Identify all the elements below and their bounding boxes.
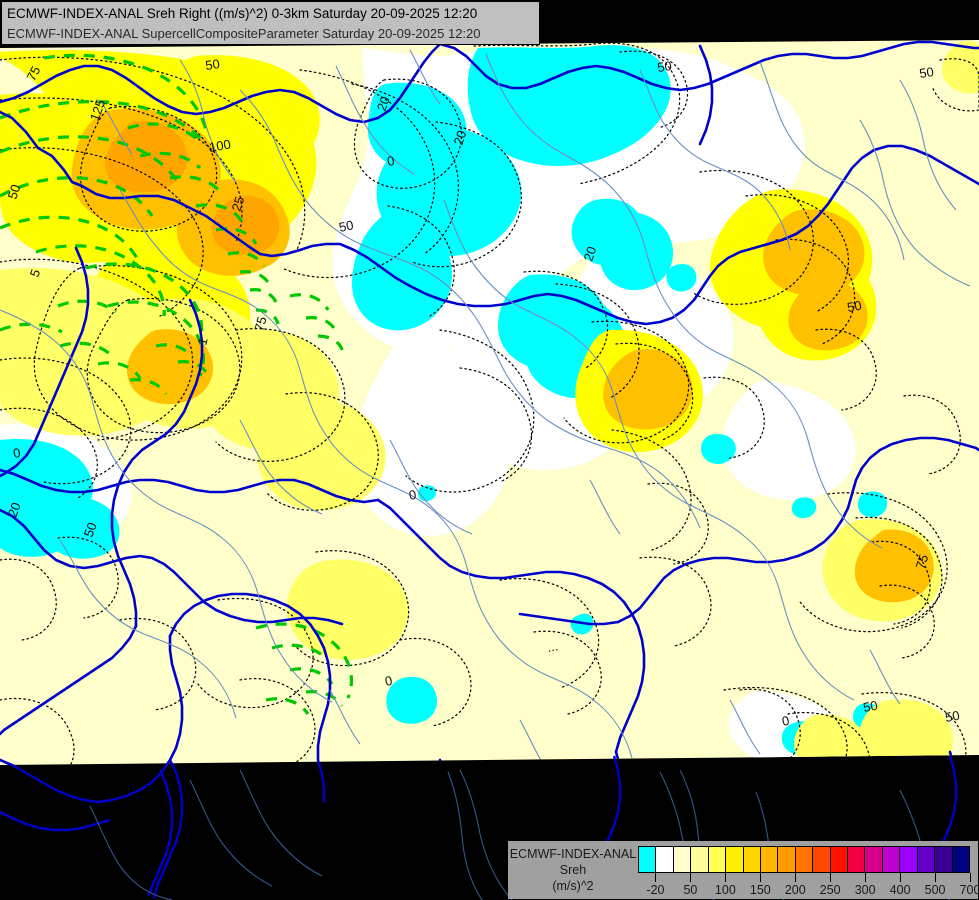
colorbar-swatch [691, 847, 709, 872]
legend-parameter: Sreh [559, 863, 587, 877]
contour-label: 5 [27, 267, 44, 279]
colorbar-swatch [673, 847, 692, 872]
colorbar-tick [690, 873, 692, 882]
contour-label: 50 [81, 520, 100, 539]
colorbar-swatch [639, 847, 657, 872]
contour-label: 0 [781, 713, 791, 729]
contour-label: 125 [87, 98, 109, 124]
colorbar-swatch [848, 847, 866, 872]
colorbar-tick-label: 200 [784, 883, 806, 897]
contour-label: 50 [918, 64, 934, 81]
colorbar-swatch [656, 847, 674, 872]
title-box: ECMWF-INDEX-ANAL Sreh Right ((m/s)^2) 0-… [1, 1, 540, 45]
colorbar-tick [655, 873, 657, 882]
contour-label: 75 [913, 553, 932, 571]
country-borders [0, 40, 979, 765]
contour-label: 20 [5, 500, 24, 519]
data-field: 75 125 100 50 50 5 25 75 1 50 20 0 20 20… [0, 40, 979, 765]
fill-band-150-175 [105, 121, 280, 255]
title-line-sreh: ECMWF-INDEX-ANAL Sreh Right ((m/s)^2) 0-… [7, 6, 478, 21]
colorbar-swatch [795, 847, 814, 872]
colorbar-swatch [726, 847, 744, 872]
colorbar-tick [935, 873, 937, 882]
legend-scale: -20 50 100 150 200 250 300 400 500 700 [638, 841, 979, 899]
colorbar-swatch [865, 847, 883, 872]
colorbar-labels: -20 50 100 150 200 250 300 400 500 700 [638, 883, 979, 899]
colorbar-swatch [760, 847, 779, 872]
contour-label: 0 [408, 487, 418, 503]
legend-model: ECMWF-INDEX-ANAL [509, 847, 637, 861]
contour-label: 0 [12, 445, 22, 461]
contour-label: 75 [251, 315, 269, 333]
sreh-contours [0, 42, 979, 765]
colorbar-tick [865, 873, 867, 882]
legend-units: (m/s)^2 [552, 879, 594, 893]
contour-label: 50 [656, 58, 672, 75]
colorbar-swatch [813, 847, 831, 872]
colorbar-swatch [778, 847, 796, 872]
colorbar-tick-label: 250 [819, 883, 841, 897]
contour-label: 0 [386, 153, 396, 169]
contour-label: 50 [846, 298, 863, 315]
colorbar-tick [900, 873, 902, 882]
colorbar-swatch [952, 847, 970, 872]
contour-label: 50 [944, 708, 961, 725]
colorbar [638, 846, 970, 873]
colorbar-tick-label: 300 [854, 883, 876, 897]
legend-panel: ECMWF-INDEX-ANAL Sreh (m/s)^2 -20 50 100 15… [508, 841, 979, 899]
contour-label: 20 [581, 245, 600, 263]
colorbar-tick [830, 873, 832, 882]
contour-label: 20 [374, 94, 393, 113]
contour-label: 0 [384, 673, 394, 689]
colorbar-tick [795, 873, 797, 882]
colorbar-tick-label: 500 [924, 883, 946, 897]
colorbar-tick [760, 873, 762, 882]
rivers [0, 49, 971, 765]
colorbar-tick-label: 400 [889, 883, 911, 897]
colorbar-tick [725, 873, 727, 882]
contour-label: 1 [194, 336, 210, 347]
colorbar-tick-label: 100 [714, 883, 736, 897]
colorbar-swatch [917, 847, 936, 872]
contour-label: 20 [451, 129, 470, 147]
legend-caption: ECMWF-INDEX-ANAL Sreh (m/s)^2 [508, 841, 638, 894]
colorbar-swatch [708, 847, 727, 872]
colorbar-swatch [743, 847, 761, 872]
scp-contours [0, 53, 353, 715]
contour-label: 50 [204, 56, 220, 73]
colorbar-tick-label: 150 [749, 883, 771, 897]
contour-labels: 75 125 100 50 50 5 25 75 1 50 20 0 20 20… [5, 56, 961, 729]
contour-label: 50 [862, 698, 879, 715]
colorbar-swatch [882, 847, 901, 872]
colorbar-tick-label: 700 [959, 883, 979, 897]
contour-label: 25 [229, 195, 248, 213]
contour-label: ... [546, 638, 559, 655]
contour-label: 100 [208, 136, 232, 155]
colorbar-tick [970, 873, 971, 882]
contour-label: 75 [23, 64, 43, 84]
colorbar-swatch [935, 847, 953, 872]
colorbar-ticks [638, 873, 971, 883]
colorbar-swatch [900, 847, 918, 872]
colorbar-swatch [830, 847, 849, 872]
contour-label: 50 [5, 183, 24, 201]
colorbar-tick-label: -20 [646, 883, 665, 897]
title-line-scp: ECMWF-INDEX-ANAL SupercellCompositeParam… [7, 26, 481, 41]
contour-label: 50 [338, 217, 355, 235]
colorbar-tick-label: 50 [683, 883, 698, 897]
